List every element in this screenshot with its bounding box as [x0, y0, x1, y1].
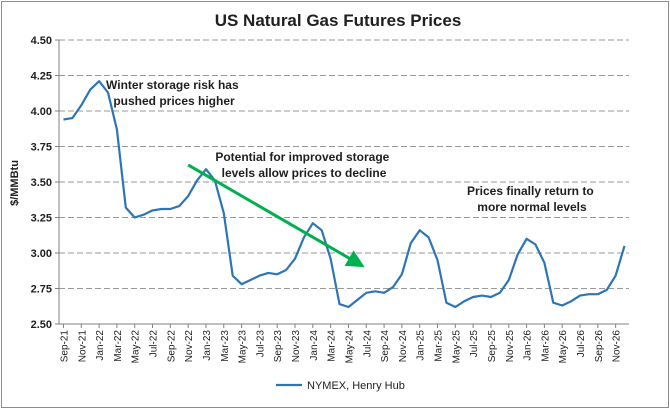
- annotation-winter-storage: Winter storage risk has pushed prices hi…: [106, 78, 242, 108]
- x-tick-label: Nov-25: [505, 330, 516, 363]
- x-tick-label: May-23: [238, 330, 249, 364]
- x-tick-label: Jan-26: [523, 330, 534, 361]
- x-tick-label: Jul-26: [576, 330, 587, 358]
- x-tick-label: May-22: [131, 330, 142, 364]
- x-tick-label: Mar-24: [327, 330, 338, 362]
- x-tick-label: Jul-24: [362, 330, 373, 358]
- x-tick-label: Sep-24: [380, 330, 391, 363]
- x-tick-label: Mar-22: [113, 330, 124, 362]
- x-tick-label: Sep-26: [594, 330, 605, 363]
- x-tick-label: Jan-25: [416, 330, 427, 361]
- y-tick-label: 4.50: [31, 35, 52, 47]
- legend: NYMEX, Henry Hub: [276, 380, 405, 392]
- chart-title: US Natural Gas Futures Prices: [215, 11, 462, 30]
- y-tick-label: 3.75: [31, 142, 52, 154]
- x-tick-label: Jan-24: [309, 330, 320, 361]
- y-axis-ticks: 2.50 2.75 3.00 3.25 3.50 3.75 4.00 4.25 4.50: [31, 35, 59, 331]
- legend-label: NYMEX, Henry Hub: [307, 380, 405, 392]
- trend-arrow: [187, 163, 365, 268]
- x-tick-label: Nov-24: [398, 330, 409, 363]
- x-tick-label: Mar-25: [434, 330, 445, 362]
- annotation-improved-storage-line-1: Potential for improved storage: [215, 150, 389, 164]
- y-tick-label: 3.50: [31, 177, 52, 189]
- y-tick-label: 3.25: [31, 213, 52, 225]
- x-tick-label: Sep-22: [166, 330, 177, 363]
- x-tick-label: Sep-21: [59, 330, 70, 363]
- x-tick-label: Sep-25: [487, 330, 498, 363]
- x-tick-label: Sep-23: [273, 330, 284, 363]
- x-tick-label: Jul-25: [469, 330, 480, 358]
- series-line-nymex-henry-hub: [63, 80, 626, 309]
- x-tick-label: Nov-23: [291, 330, 302, 363]
- x-tick-label: Jul-22: [149, 330, 160, 358]
- annotation-normal-levels: Prices finally return to more normal lev…: [467, 184, 597, 214]
- y-tick-label: 2.75: [31, 284, 52, 296]
- x-tick-label: May-24: [344, 330, 355, 364]
- annotation-winter-storage-line-1: Winter storage risk has: [106, 78, 239, 92]
- annotation-improved-storage: Potential for improved storage levels al…: [215, 150, 392, 180]
- x-tick-label: Jul-23: [255, 330, 266, 358]
- y-tick-label: 3.00: [31, 248, 52, 260]
- x-tick-label: Jan-22: [95, 330, 106, 361]
- y-axis-label: $/MMBtu: [9, 160, 21, 206]
- annotation-improved-storage-line-2: levels allow prices to decline: [222, 166, 387, 180]
- x-tick-label: Nov-26: [612, 330, 623, 363]
- y-tick-label: 2.50: [31, 319, 52, 331]
- annotation-normal-levels-line-2: more normal levels: [477, 200, 587, 214]
- x-tick-label: Mar-23: [220, 330, 231, 362]
- x-tick-label: Nov-21: [77, 330, 88, 363]
- x-tick-label: May-26: [558, 330, 569, 364]
- annotation-normal-levels-line-1: Prices finally return to: [467, 184, 594, 198]
- y-tick-label: 4.00: [31, 106, 52, 118]
- x-tick-label: Mar-26: [540, 330, 551, 362]
- x-tick-label: Nov-22: [184, 330, 195, 363]
- x-axis-ticks: Sep-21 Nov-21 Jan-22 Mar-22 May-22 Jul-22 Sep-…: [59, 324, 623, 364]
- x-tick-label: May-25: [451, 330, 462, 364]
- gridlines: [59, 39, 629, 289]
- annotation-winter-storage-line-2: pushed prices higher: [113, 94, 235, 108]
- x-tick-label: Jan-23: [202, 330, 213, 361]
- y-tick-label: 4.25: [31, 71, 52, 83]
